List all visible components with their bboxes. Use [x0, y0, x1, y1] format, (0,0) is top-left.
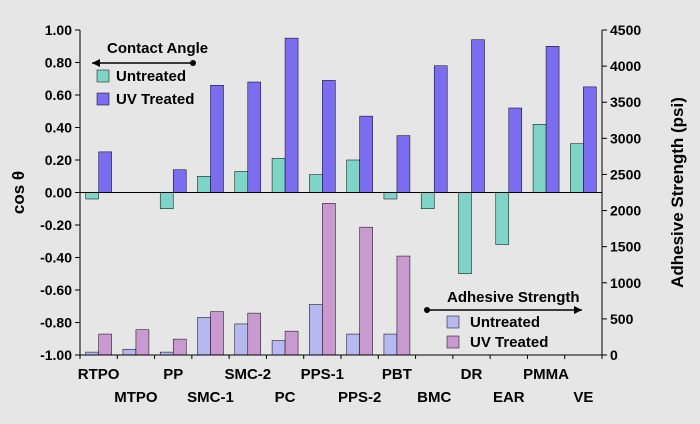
adhesive-legend-swatch [446, 335, 460, 349]
adhesive-legend-title: Adhesive Strength [447, 289, 580, 306]
left-tick-label: -0.60 [40, 282, 72, 298]
left-tick-label: -0.40 [40, 250, 72, 266]
adhesive-uv-treated-bar [135, 329, 150, 356]
contact-angle-uv-treated-bar [359, 115, 373, 193]
category-label: PP [163, 366, 183, 383]
left-tick-label: 0.00 [45, 185, 72, 201]
category-label: DR [461, 366, 483, 383]
contact-angle-untreated-bar [532, 124, 547, 193]
contact-angle-legend-swatch [96, 69, 110, 83]
adhesive-untreated-bar [383, 333, 398, 356]
left-tick-label: 0.60 [45, 87, 72, 103]
adhesive-legend-entry: UV Treated [470, 334, 548, 351]
adhesive-legend-entry: Untreated [470, 314, 540, 331]
category-label: PBT [382, 366, 412, 383]
contact-angle-uv-treated-bar [322, 80, 336, 193]
right-tick-label: 1000 [610, 275, 641, 291]
adhesive-uv-treated-bar [284, 330, 299, 356]
right-axis-label: Adhesive Strength (psi) [668, 97, 687, 288]
bars-layer [85, 37, 597, 356]
category-label: PPS-2 [338, 389, 381, 406]
adhesive-uv-treated-bar [210, 311, 224, 356]
category-label: PMMA [523, 366, 569, 383]
contact-angle-untreated-bar [309, 174, 323, 193]
axes-layer [75, 29, 607, 359]
contact-angle-uv-treated-bar [471, 39, 485, 193]
right-tick-label: 1500 [610, 239, 641, 255]
adhesive-untreated-bar [271, 340, 286, 356]
contact-angle-legend-swatch [96, 92, 110, 106]
legend-dot-icon [424, 307, 430, 313]
category-label: VE [573, 389, 593, 406]
adhesive-uv-treated-bar [322, 203, 336, 356]
right-tick-label: 500 [610, 311, 634, 327]
contact-angle-uv-treated-bar [583, 86, 597, 193]
category-label: PC [275, 389, 296, 406]
right-tick-label: 2500 [610, 166, 641, 182]
right-arrowhead-icon [574, 306, 582, 314]
contact-angle-legend-title: Contact Angle [107, 40, 208, 57]
contact-angle-uv-treated-bar [396, 135, 411, 193]
adhesive-untreated-bar [197, 317, 211, 356]
left-tick-label: -0.80 [40, 315, 72, 331]
contact-angle-untreated-bar [85, 192, 99, 200]
adhesive-untreated-bar [122, 348, 137, 356]
right-tick-label: 2000 [610, 203, 641, 219]
right-tick-label: 4000 [610, 58, 641, 74]
category-label: MTPO [114, 389, 158, 406]
contact-angle-uv-treated-bar [284, 37, 299, 193]
contact-angle-legend-entry: UV Treated [116, 91, 194, 108]
category-label: BMC [417, 389, 451, 406]
contact-angle-uv-treated-bar [433, 65, 448, 193]
right-tick-label: 4500 [610, 22, 641, 38]
adhesive-untreated-bar [346, 333, 360, 356]
category-label: EAR [493, 389, 525, 406]
contact-angle-untreated-bar [159, 192, 174, 209]
contact-angle-untreated-bar [420, 192, 435, 209]
legends: Contact Angle Untreated UV Treated Adhesive… [92, 40, 582, 351]
left-tick-label: -1.00 [40, 347, 72, 363]
category-label: SMC-2 [224, 366, 271, 383]
adhesive-uv-treated-bar [396, 255, 411, 356]
category-label: PPS-1 [301, 366, 344, 383]
left-tick-label: 0.80 [45, 55, 72, 71]
left-tick-label: 0.20 [45, 152, 72, 168]
contact-angle-untreated-bar [458, 192, 472, 274]
adhesive-untreated-bar [309, 304, 323, 356]
left-tick-label: -0.20 [40, 217, 72, 233]
adhesive-uv-treated-bar [98, 333, 112, 356]
contact-angle-untreated-bar [495, 192, 510, 245]
contact-angle-uv-treated-bar [98, 151, 112, 193]
contact-angle-legend-entry: Untreated [116, 68, 186, 85]
legend-dot-icon [190, 60, 196, 66]
right-tick-label: 3000 [610, 130, 641, 146]
contact-angle-untreated-bar [346, 159, 360, 193]
contact-angle-untreated-bar [271, 158, 286, 193]
adhesive-uv-treated-bar [247, 312, 262, 356]
adhesive-untreated-bar [234, 323, 249, 356]
category-label: SMC-1 [187, 389, 234, 406]
left-axis-label: cos θ [9, 171, 28, 214]
contact-angle-uv-treated-bar [508, 107, 523, 193]
contact-angle-untreated-bar [234, 171, 249, 193]
contact-angle-uv-treated-bar [545, 46, 560, 193]
contact-angle-uv-treated-bar [247, 81, 262, 193]
category-label: RTPO [78, 366, 120, 383]
tick-labels: 1.00 0.80 0.60 0.40 0.20 0.00 -0.20 -0.40 -0.60 -… [40, 22, 641, 363]
adhesive-legend-swatch [446, 315, 460, 329]
left-tick-label: 1.00 [45, 22, 72, 38]
right-tick-label: 0 [610, 347, 618, 363]
left-arrowhead-icon [92, 59, 100, 67]
adhesive-uv-treated-bar [172, 338, 187, 356]
contact-angle-untreated-bar [383, 192, 398, 200]
right-tick-label: 3500 [610, 94, 641, 110]
left-tick-label: 0.40 [45, 120, 72, 136]
contact-angle-untreated-bar [197, 176, 211, 193]
adhesive-uv-treated-bar [359, 226, 373, 356]
contact-angle-untreated-bar [570, 143, 584, 193]
contact-angle-uv-treated-bar [210, 85, 224, 193]
contact-angle-uv-treated-bar [172, 169, 187, 193]
